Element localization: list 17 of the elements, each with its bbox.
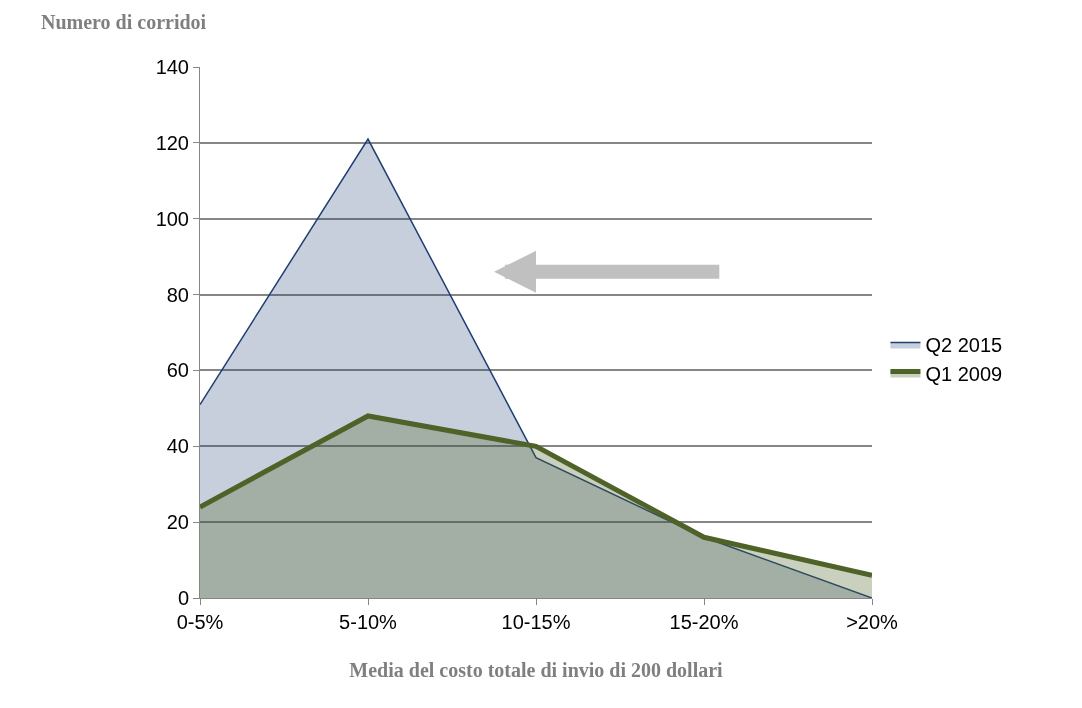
y-tick-label: 100 xyxy=(155,207,189,230)
x-tick-label: 5-10% xyxy=(339,611,398,633)
legend-label: Q2 2015 xyxy=(925,334,1003,357)
y-tick-label: 40 xyxy=(166,435,189,458)
y-axis-title: Numero di corridoi xyxy=(41,11,207,33)
y-tick-label: 0 xyxy=(177,587,189,609)
x-axis-title: Media del costo totale di invio di 200 dollari xyxy=(349,658,724,681)
y-tick-label: 20 xyxy=(166,511,189,534)
x-tick-label: >20% xyxy=(846,611,899,633)
y-tick-label: 80 xyxy=(166,283,189,306)
x-tick-label: 10-15% xyxy=(501,611,571,633)
y-tick-label: 60 xyxy=(166,359,189,382)
legend-label: Q1 2009 xyxy=(925,363,1003,386)
y-tick-label: 120 xyxy=(155,131,189,154)
x-tick-label: 0-5% xyxy=(176,611,224,633)
x-tick-label: 15-20% xyxy=(669,611,739,633)
y-tick-label: 140 xyxy=(155,56,189,78)
